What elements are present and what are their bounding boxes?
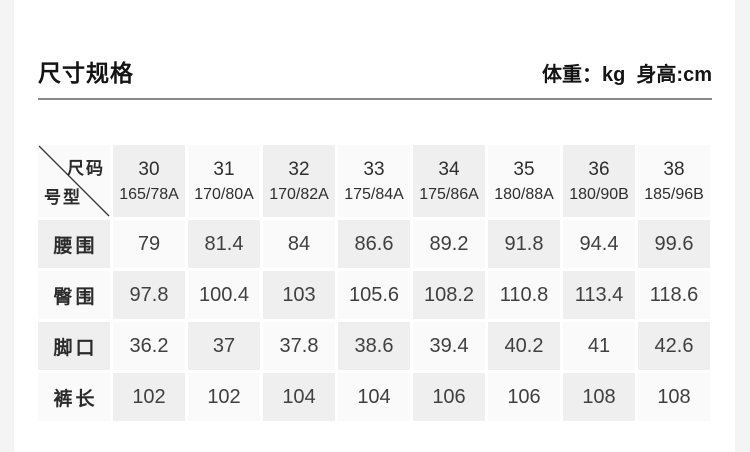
model-type: 180/90B: [569, 185, 629, 203]
column-header: 34 175/86A: [413, 145, 485, 217]
header-divider: [38, 98, 712, 100]
table-cell: 108: [638, 373, 710, 421]
unit-note: 体重：kg 身高:cm: [541, 64, 712, 86]
table-cell: 108: [563, 373, 635, 421]
diagonal-line: [38, 145, 110, 217]
table-cell: 94.4: [563, 220, 635, 268]
table-cell: 41: [563, 322, 635, 370]
table-cell: 81.4: [188, 220, 260, 268]
table-cell: 91.8: [488, 220, 560, 268]
table-cell: 106: [413, 373, 485, 421]
model-type: 165/78A: [119, 185, 179, 203]
column-header: 30 165/78A: [113, 145, 185, 217]
table-cell: 104: [263, 373, 335, 421]
size-code: 33: [363, 158, 385, 180]
row-label-pants-length: 裤长: [38, 373, 110, 421]
table-cell: 113.4: [563, 271, 635, 319]
table-cell: 37.8: [263, 322, 335, 370]
table-cell: 38.6: [338, 322, 410, 370]
table-cell: 89.2: [413, 220, 485, 268]
table-cell: 108.2: [413, 271, 485, 319]
page-margin-left: [0, 0, 14, 452]
size-code: 31: [213, 158, 235, 180]
table-cell: 86.6: [338, 220, 410, 268]
column-header: 31 170/80A: [188, 145, 260, 217]
table-cell: 110.8: [488, 271, 560, 319]
size-code: 38: [663, 158, 685, 180]
section-title: 尺寸规格: [38, 60, 134, 86]
size-table: 尺码 号型 30 165/78A 31 170/80A 32 170/82A 3…: [38, 145, 710, 421]
table-cell: 102: [188, 373, 260, 421]
column-header: 33 175/84A: [338, 145, 410, 217]
table-cell: 103: [263, 271, 335, 319]
row-label-hip: 臀围: [38, 271, 110, 319]
model-type: 175/84A: [344, 185, 404, 203]
table-cell: 37: [188, 322, 260, 370]
model-type: 180/88A: [494, 185, 554, 203]
corner-cell: 尺码 号型: [38, 145, 110, 217]
table-cell: 97.8: [113, 271, 185, 319]
table-cell: 105.6: [338, 271, 410, 319]
page-margin-right: [735, 0, 750, 452]
column-header: 38 185/96B: [638, 145, 710, 217]
row-label-waist: 腰围: [38, 220, 110, 268]
table-cell: 36.2: [113, 322, 185, 370]
corner-label-size: 尺码: [67, 159, 105, 178]
size-code: 34: [438, 158, 460, 180]
table-cell: 40.2: [488, 322, 560, 370]
row-label-leg-opening: 脚口: [38, 322, 110, 370]
size-code: 30: [138, 158, 160, 180]
model-type: 175/86A: [419, 185, 479, 203]
table-cell: 99.6: [638, 220, 710, 268]
model-type: 170/80A: [194, 185, 254, 203]
column-header: 35 180/88A: [488, 145, 560, 217]
table-cell: 39.4: [413, 322, 485, 370]
table-cell: 104: [338, 373, 410, 421]
size-code: 35: [513, 158, 535, 180]
column-header: 36 180/90B: [563, 145, 635, 217]
table-cell: 84: [263, 220, 335, 268]
section-header: 尺寸规格 体重：kg 身高:cm: [14, 0, 735, 98]
column-header: 32 170/82A: [263, 145, 335, 217]
corner-label-type: 号型: [44, 188, 82, 207]
table-cell: 42.6: [638, 322, 710, 370]
table-cell: 106: [488, 373, 560, 421]
table-cell: 102: [113, 373, 185, 421]
size-spec-section: 尺寸规格 体重：kg 身高:cm 尺码 号型 30 165/78A 31 170…: [14, 0, 735, 452]
size-code: 32: [288, 158, 310, 180]
model-type: 170/82A: [269, 185, 329, 203]
size-code: 36: [588, 158, 610, 180]
table-cell: 79: [113, 220, 185, 268]
table-cell: 100.4: [188, 271, 260, 319]
model-type: 185/96B: [644, 185, 704, 203]
table-cell: 118.6: [638, 271, 710, 319]
